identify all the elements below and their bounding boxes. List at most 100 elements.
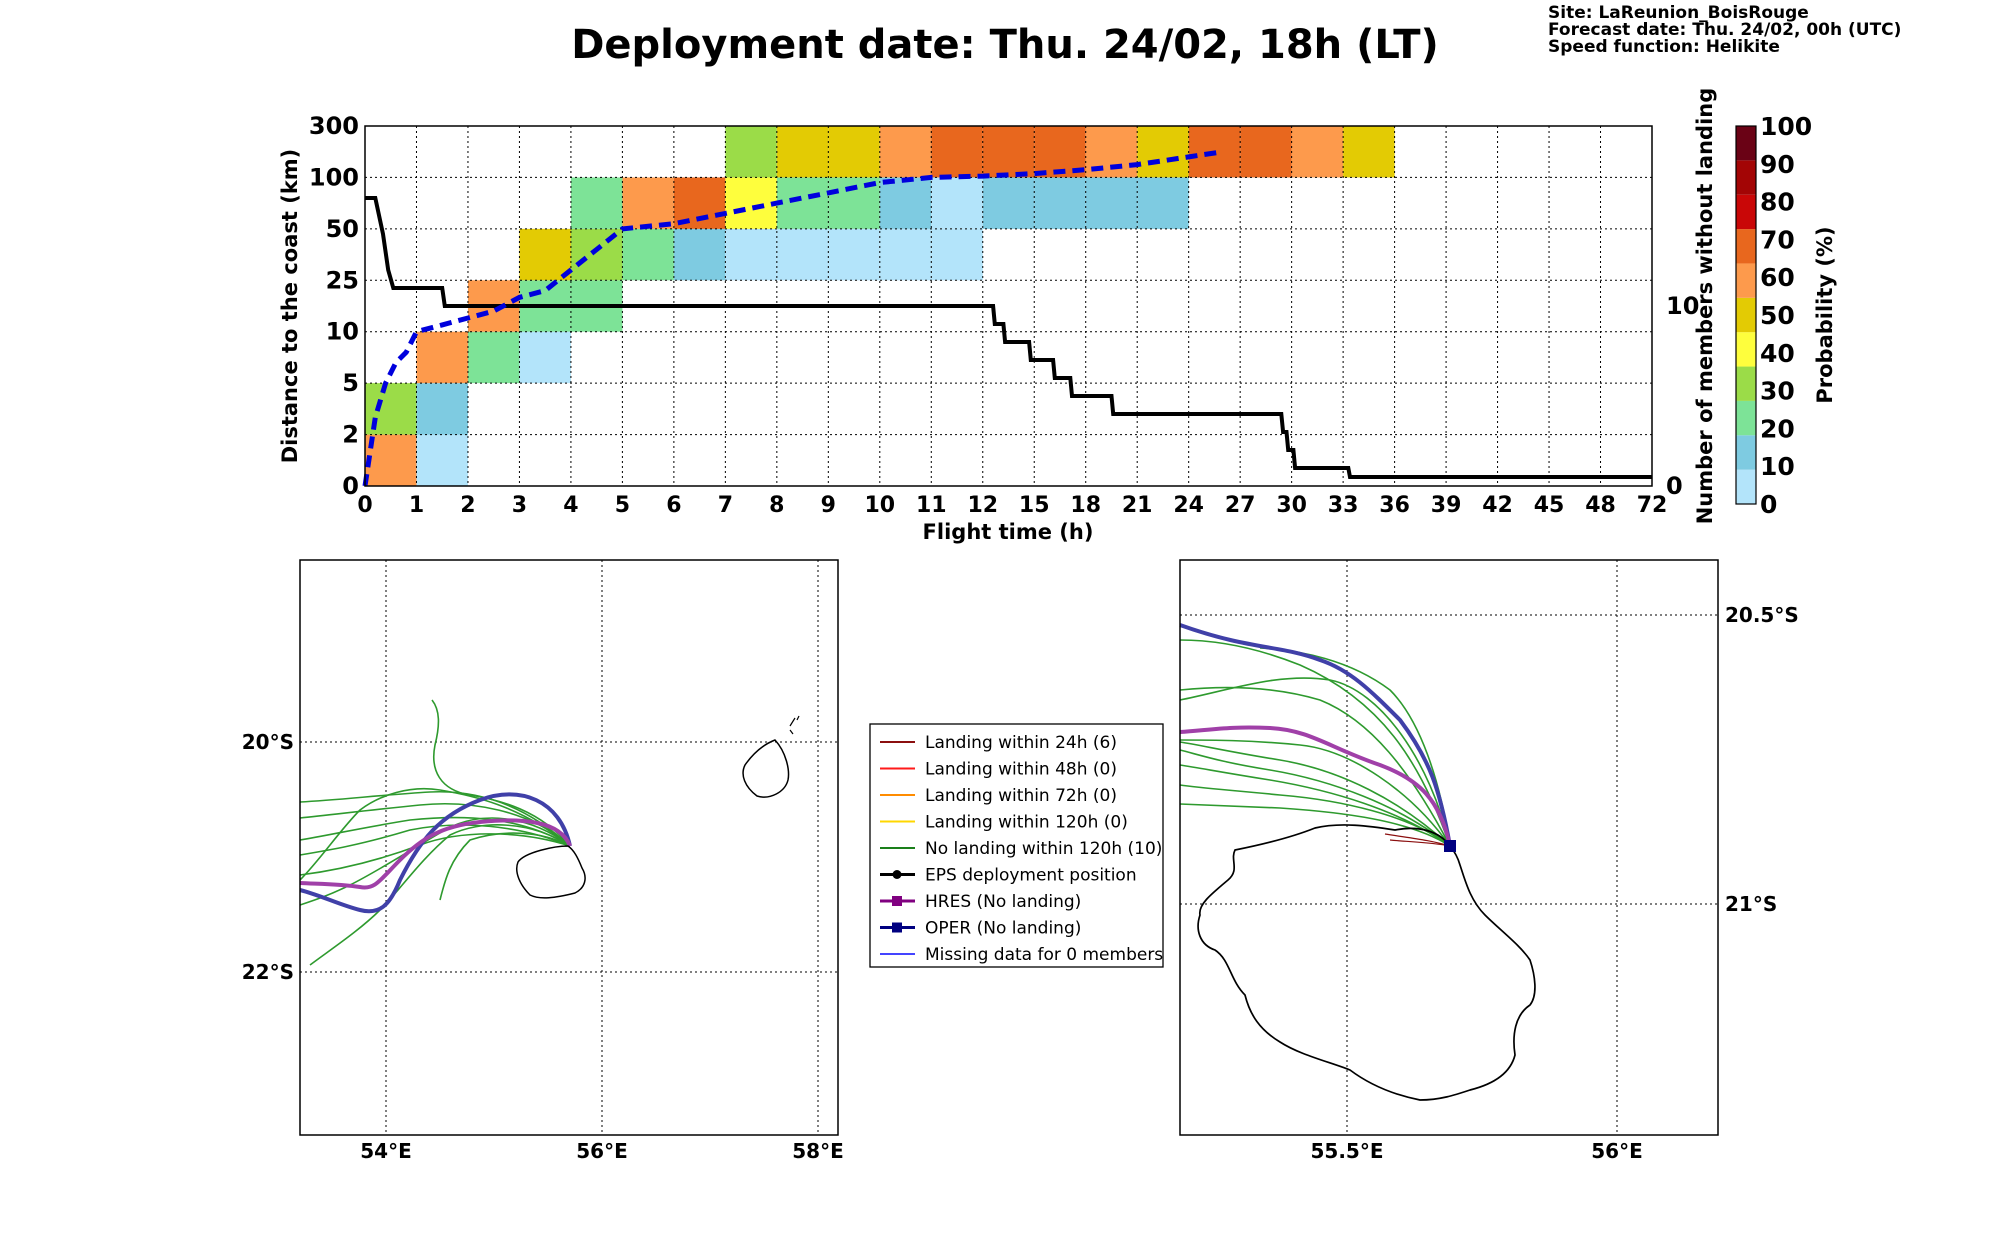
heatmap-cell — [776, 177, 829, 229]
x-tick-label: 9 — [821, 493, 836, 518]
colorbar-swatch — [1736, 332, 1756, 367]
y2-tick-label: 10 — [1666, 292, 1699, 320]
x-tick-label: 11 — [916, 493, 947, 518]
map-right-xtick-55-5E: 55.5°E — [1310, 1139, 1383, 1163]
heatmap-cell — [879, 177, 932, 229]
y-axis-label: Distance to the coast (km) — [278, 149, 302, 464]
x-axis-ticks: 0 1 2 3 4 5 6 7 8 9 10 11 12 15 18 21 24 27 30 33 36 39 42 45 48… — [357, 493, 1667, 518]
colorbar-frame — [1735, 125, 1757, 505]
rodrigues-islet-left — [789, 715, 800, 735]
colorbar-swatches — [1736, 126, 1756, 504]
heatmap-cell — [982, 126, 1035, 178]
x-tick-label: 24 — [1173, 493, 1204, 518]
x-tick-label: 72 — [1637, 493, 1668, 518]
legend-marker — [892, 922, 902, 933]
colorbar-label: Probability (%) — [1813, 226, 1837, 403]
colorbar-ticks: 0 10 20 30 40 50 60 70 80 90 100 — [1760, 112, 1812, 519]
heatmap-cell — [776, 126, 829, 178]
x-tick-label: 21 — [1122, 493, 1153, 518]
colorbar-swatch — [1736, 366, 1756, 401]
site-info: Site: LaReunion_BoisRouge — [1548, 3, 1809, 23]
map-left-ytick-22S: 22°S — [242, 960, 294, 984]
colorbar-swatch — [1736, 469, 1756, 504]
colorbar-tick-label: 30 — [1760, 377, 1795, 406]
heatmap-cell — [776, 228, 829, 281]
x-tick-label: 10 — [864, 493, 895, 518]
map-right-ytick-20-5S: 20.5°S — [1725, 603, 1799, 627]
heatmap-cell — [467, 331, 520, 384]
mauritius-island-left — [742, 739, 790, 798]
map-legend: Landing within 24h (6) Landing within 48h… — [869, 723, 1164, 968]
x-tick-label: 30 — [1276, 493, 1307, 518]
colorbar-tick-label: 50 — [1760, 301, 1795, 330]
map-left-xtick-58E: 58°E — [792, 1139, 844, 1163]
colorbar-tick-label: 90 — [1760, 150, 1795, 179]
reunion-island-left — [516, 845, 586, 899]
heatmap-cell — [673, 228, 726, 281]
x-tick-label: 27 — [1225, 493, 1256, 518]
oper-trajectory-right — [1179, 623, 1452, 847]
colorbar-swatch — [1736, 160, 1756, 195]
map-right-gridlines — [1180, 560, 1718, 1135]
heatmap-cell — [725, 228, 777, 281]
y-tick-label: 50 — [326, 215, 359, 243]
speed-info: Speed function: Helikite — [1548, 37, 1780, 57]
deployment-marker-right — [1444, 840, 1456, 852]
oper-trajectory-left — [299, 792, 572, 914]
probability-colorbar: 0 10 20 30 40 50 60 70 80 90 100 Probability (%) — [1735, 112, 1837, 519]
heatmap-cell — [931, 126, 983, 178]
legend-label: HRES (No landing) — [925, 892, 1081, 912]
heatmap-cell — [725, 126, 777, 178]
colorbar-tick-label: 20 — [1760, 414, 1795, 443]
colorbar-swatch — [1736, 435, 1756, 470]
y-tick-label: 0 — [342, 472, 359, 500]
map-left-gridlines — [300, 560, 838, 1135]
colorbar-swatch — [1736, 263, 1756, 298]
colorbar-swatch — [1736, 194, 1756, 230]
legend-marker — [892, 870, 902, 879]
colorbar-tick-label: 60 — [1760, 263, 1795, 292]
x-tick-label: 15 — [1019, 493, 1050, 518]
ensemble-trajectories-left — [299, 699, 571, 966]
x-tick-label: 6 — [666, 493, 681, 518]
x-tick-label: 12 — [967, 493, 998, 518]
legend-marker — [892, 896, 902, 906]
colorbar-swatch — [1736, 229, 1756, 264]
legend-label: Landing within 72h (0) — [925, 786, 1117, 806]
heatmap-cell — [1137, 177, 1189, 229]
colorbar-tick-label: 40 — [1760, 339, 1795, 368]
median-distance-line — [362, 149, 1224, 487]
members-without-landing-line — [365, 196, 1652, 479]
colorbar-swatch — [1736, 400, 1756, 436]
y2-axis-label: Number of members without landing — [1693, 88, 1717, 525]
legend-label: EPS deployment position — [925, 866, 1137, 886]
y-tick-label: 100 — [309, 163, 359, 191]
x-tick-label: 0 — [357, 493, 372, 518]
local-trajectory-map: 55.5°E 56°E 20.5°S 21°S — [1179, 559, 1799, 1163]
x-tick-label: 33 — [1328, 493, 1359, 518]
legend-label: Missing data for 0 members — [925, 945, 1163, 965]
x-tick-label: 3 — [512, 493, 527, 518]
map-left-xtick-56E: 56°E — [576, 1139, 628, 1163]
map-left-xtick-54E: 54°E — [360, 1139, 412, 1163]
y-tick-label: 5 — [342, 369, 359, 397]
map-right-frame — [1179, 559, 1719, 1136]
reunion-island-right — [1197, 824, 1536, 1101]
x-tick-label: 8 — [769, 493, 784, 518]
regional-trajectory-map: 54°E 56°E 58°E 20°S 22°S — [242, 559, 844, 1163]
heatmap-cell — [828, 126, 880, 178]
x-tick-label: 5 — [615, 493, 630, 518]
legend-entries: Landing within 24h (6) Landing within 48h… — [880, 733, 1163, 965]
colorbar-tick-label: 70 — [1760, 225, 1795, 254]
heatmap-cell — [879, 228, 932, 281]
heatmap-cell — [828, 228, 880, 281]
x-tick-label: 1 — [409, 493, 424, 518]
heatmap-cell — [982, 177, 1035, 229]
colorbar-tick-label: 0 — [1760, 490, 1777, 519]
heatmap-frame — [364, 125, 1653, 487]
ensemble-trajectories-right — [1179, 639, 1451, 847]
probability-heatmap: 0 1 2 3 4 5 6 7 8 9 10 11 12 15 18 21 24 27 30 33 36 39 42 45 48… — [278, 88, 1717, 544]
heatmap-cell — [622, 228, 674, 281]
